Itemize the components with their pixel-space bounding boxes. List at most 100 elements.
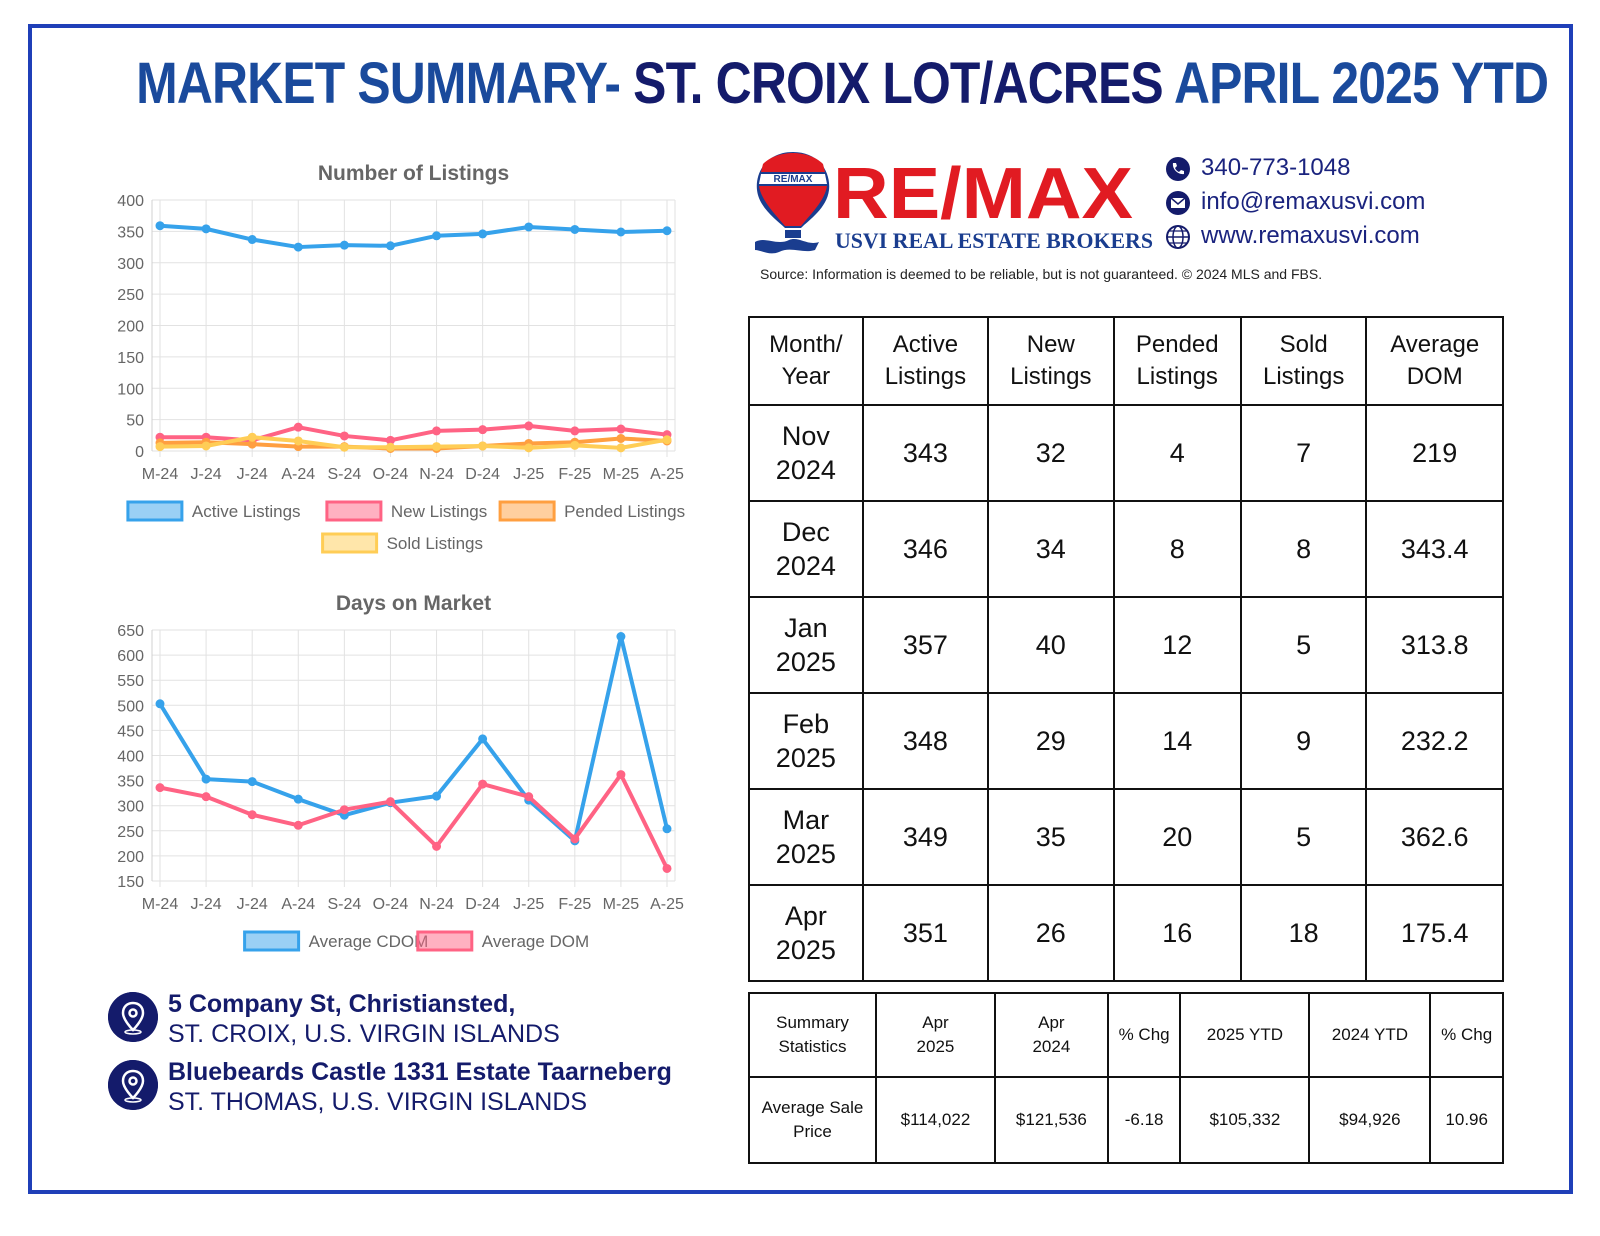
- cell-month: Feb 2025: [748, 692, 864, 790]
- cell-pended: 20: [1112, 788, 1242, 886]
- data-point: [478, 734, 488, 744]
- x-tick-label: N-24: [419, 896, 454, 913]
- series-line: [158, 634, 669, 843]
- address-line-2: ST. THOMAS, U.S. VIRGIN ISLANDS: [168, 1088, 588, 1116]
- title-part-2: ST. CROIX LOT/ACRES: [633, 51, 1174, 116]
- cell-sold: 18: [1239, 884, 1368, 982]
- data-point: [662, 435, 672, 445]
- data-point: [662, 863, 672, 873]
- monthly-stats-table: Month/Year Active Listings New Listings Pe…: [748, 316, 1504, 982]
- y-tick-label: 350: [117, 224, 144, 241]
- chart-title: Number of Listings: [318, 162, 509, 185]
- data-point: [247, 235, 257, 245]
- year-label: 2025: [775, 839, 836, 869]
- data-point: [616, 632, 626, 642]
- legend-label: Pended Listings: [564, 502, 685, 521]
- y-tick-label: 650: [117, 623, 144, 640]
- days-on-market-chart: Days on Market 150 200 250 300 350 400 450 500 55…: [117, 592, 684, 952]
- legend-label: Active Listings: [192, 502, 301, 521]
- y-tick-label: 200: [117, 849, 144, 866]
- cell-sold: 8: [1239, 500, 1368, 598]
- header-line: Apr: [922, 1013, 949, 1032]
- summary-header-chg2: % Chg: [1429, 992, 1504, 1078]
- cell-pended: 16: [1112, 884, 1242, 982]
- cell-active: 357: [861, 596, 990, 694]
- cell-pended: 14: [1112, 692, 1242, 790]
- x-tick-label: A-24: [281, 896, 315, 913]
- table-header-row: Month/Year Active Listings New Listings Pe…: [748, 316, 1504, 406]
- data-point: [524, 443, 534, 453]
- y-tick-label: 400: [117, 749, 144, 766]
- summary-header-label: Summary Statistics: [748, 992, 877, 1078]
- header-line: 2024: [1032, 1037, 1071, 1056]
- month-label: Jan: [784, 613, 828, 643]
- header-line: Summary: [776, 1013, 849, 1032]
- summary-header-apr2024: Apr 2024: [993, 992, 1109, 1078]
- summary-apr2024: $121,536: [993, 1076, 1109, 1164]
- x-tick-label: M-24: [142, 466, 179, 483]
- cell-new: 26: [987, 884, 1115, 982]
- data-point: [616, 770, 626, 780]
- cell-month: Jan 2025: [748, 596, 864, 694]
- x-tick-label: F-25: [558, 466, 591, 483]
- logo-wordmark: RE/MAX: [833, 154, 1133, 234]
- location-pin-icon: [108, 1060, 158, 1110]
- data-point: [201, 792, 211, 802]
- col-header-month: Month/Year: [748, 316, 864, 406]
- data-point: [339, 240, 349, 250]
- legend-label: Average DOM: [482, 932, 589, 951]
- x-tick-label: M-25: [603, 896, 640, 913]
- label-line: Price: [793, 1122, 832, 1141]
- title-part-1: MARKET SUMMARY-: [136, 51, 634, 116]
- address-line-2: ST. CROIX, U.S. VIRGIN ISLANDS: [168, 1020, 560, 1048]
- x-tick-label: F-25: [558, 896, 591, 913]
- legend-swatch: [321, 532, 379, 554]
- table-row: Jan 2025 357 40 12 5 313.8: [748, 596, 1504, 694]
- x-tick-label: A-25: [650, 466, 684, 483]
- x-tick-label: J-25: [513, 466, 544, 483]
- data-point: [293, 794, 303, 804]
- x-tick-label: J-24: [191, 896, 222, 913]
- header-line: Sold: [1279, 331, 1328, 358]
- year-label: 2024: [775, 455, 836, 485]
- data-point: [432, 791, 442, 801]
- data-point: [247, 777, 257, 787]
- y-tick-label: 0: [135, 444, 144, 461]
- year-label: 2025: [775, 743, 836, 773]
- x-tick-label: N-24: [419, 466, 454, 483]
- data-point: [293, 422, 303, 432]
- cell-month: Apr 2025: [748, 884, 864, 982]
- table-row: Mar 2025 349 35 20 5 362.6: [748, 788, 1504, 886]
- x-tick-label: O-24: [373, 896, 409, 913]
- header-line: Active: [892, 331, 959, 358]
- data-point: [155, 783, 165, 793]
- contact-email[interactable]: info@remaxusvi.com: [1165, 188, 1425, 216]
- data-point: [339, 442, 349, 452]
- data-point: [616, 433, 626, 443]
- table-row: Feb 2025 348 29 14 9 232.2: [748, 692, 1504, 790]
- cell-pended: 4: [1112, 404, 1242, 502]
- cell-dom: 343.4: [1365, 500, 1504, 598]
- data-point: [524, 222, 534, 232]
- address-line-1: 5 Company St, Christiansted,: [168, 990, 516, 1018]
- contact-website[interactable]: www.remaxusvi.com: [1165, 222, 1420, 250]
- header-line: Listings: [884, 363, 967, 390]
- cell-dom: 362.6: [1365, 788, 1504, 886]
- table-row: Apr 2025 351 26 16 18 175.4: [748, 884, 1504, 982]
- contact-phone[interactable]: 340-773-1048: [1165, 154, 1350, 182]
- listings-chart: Number of Listings 0 50 100 150 200 250 300 350 4…: [117, 162, 685, 554]
- year-label: 2025: [775, 647, 836, 677]
- globe-icon: [1166, 224, 1190, 249]
- label-line: Average Sale: [761, 1098, 864, 1117]
- cell-active: 351: [861, 884, 990, 982]
- legend-swatch: [243, 930, 301, 952]
- col-header-pended: Pended Listings: [1112, 316, 1242, 406]
- data-point: [155, 221, 165, 231]
- y-tick-label: 550: [117, 673, 144, 690]
- y-tick-label: 150: [117, 350, 144, 367]
- cell-sold: 5: [1239, 596, 1368, 694]
- data-point: [247, 432, 257, 442]
- cell-active: 349: [861, 788, 990, 886]
- cell-month: Dec 2024: [748, 500, 864, 598]
- data-point: [201, 774, 211, 784]
